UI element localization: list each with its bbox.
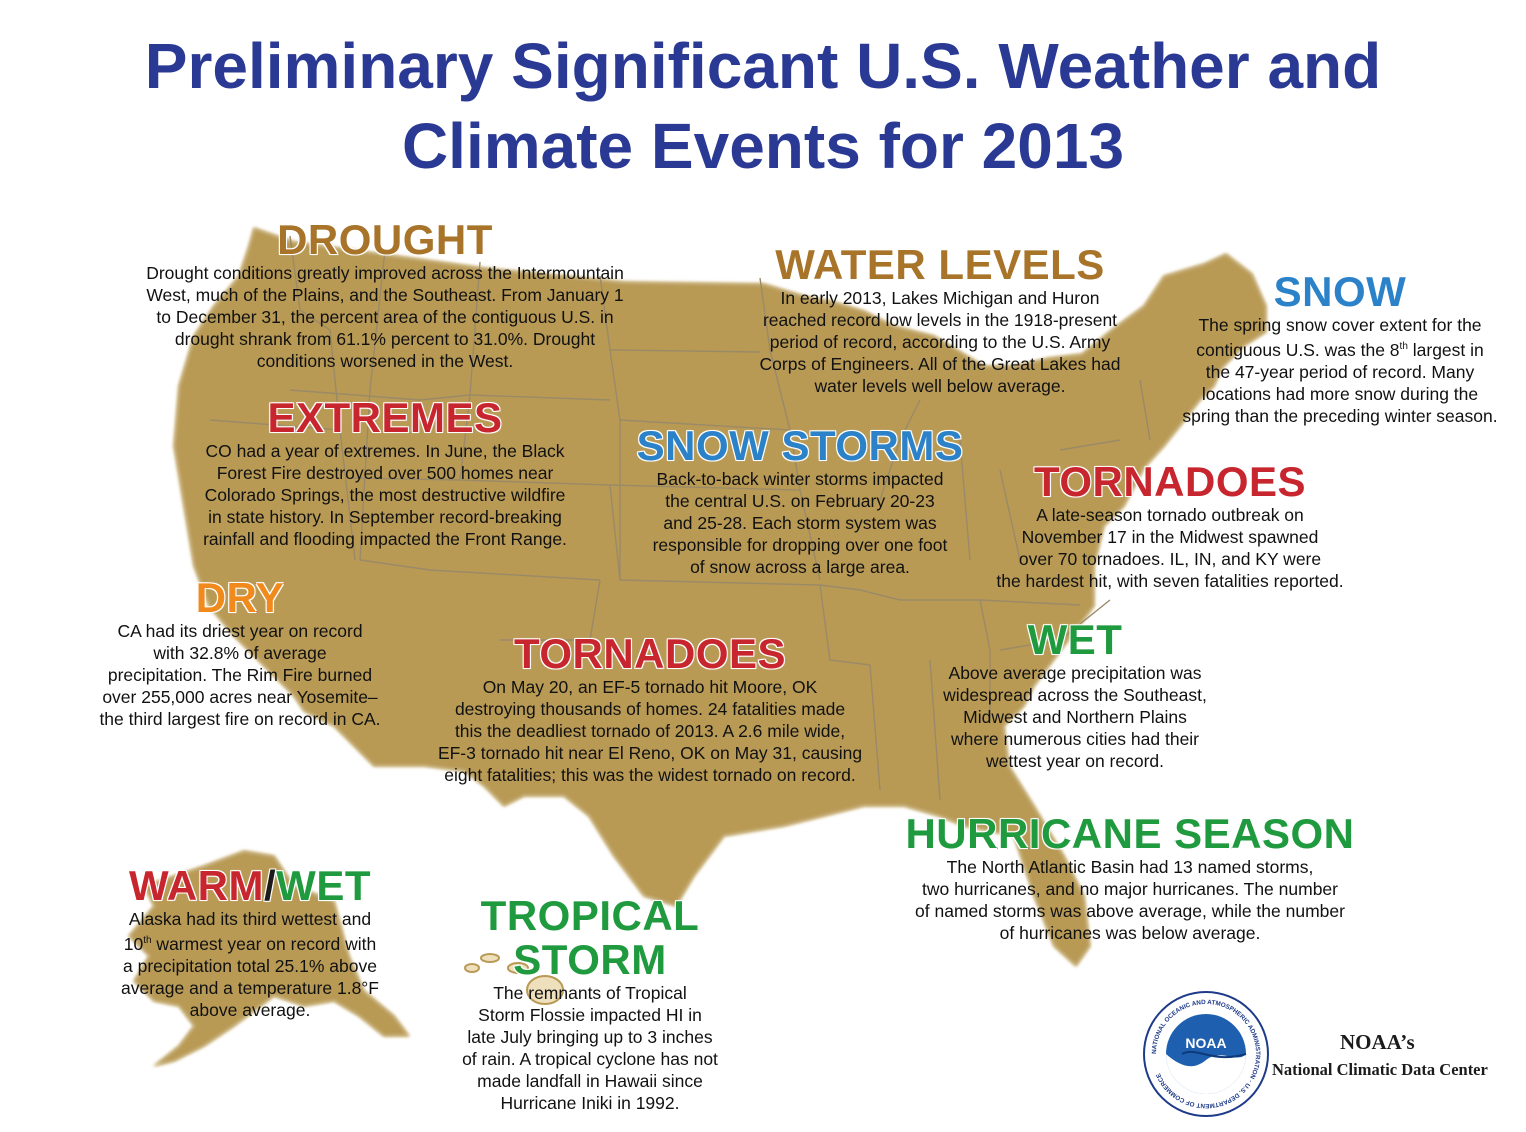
tropical-storm-panel: TROPICAL STORM The remnants of Tropical S… [420, 892, 760, 1114]
warm-wet-heading: WARM/WET [128, 862, 371, 909]
snow-panel: SNOW The spring snow cover extent for th… [1150, 268, 1526, 427]
tropical-storm-text: The remnants of Tropical Storm Flossie im… [462, 983, 718, 1113]
drought-heading: DROUGHT [276, 216, 493, 263]
extremes-heading: EXTREMES [267, 394, 503, 441]
water-levels-text: In early 2013, Lakes Michigan and Huron r… [759, 288, 1121, 396]
tornadoes-ok-heading: TORNADOES [513, 630, 787, 677]
state-lines [209, 235, 1151, 801]
warm-wet-text: Alaska had its third wettest and 10th wa… [121, 909, 379, 1020]
noaa-logo-text: NOAA [1185, 1035, 1226, 1051]
snow-heading: SNOW [1273, 268, 1407, 315]
drought-panel: DROUGHT Drought conditions greatly impro… [105, 216, 665, 372]
dry-heading: DRY [195, 574, 285, 621]
warm-wet-panel: WARM/WET Alaska had its third wettest an… [85, 862, 415, 1021]
alaska [125, 845, 405, 1060]
tornadoes-midwest-panel: TORNADOES A late-season tornado outbreak… [960, 458, 1380, 592]
snow-text: The spring snow cover extent for the con… [1182, 315, 1498, 426]
wet-text: Above average precipitation was widesprea… [943, 663, 1207, 771]
hurricane-season-text: The North Atlantic Basin had 13 named st… [915, 857, 1345, 943]
snow-storms-panel: SNOW STORMS Back-to-back winter storms i… [610, 422, 990, 578]
dry-panel: DRY CA had its driest year on record with… [70, 574, 410, 730]
contiguous-us [170, 222, 1262, 960]
extremes-panel: EXTREMES CO had a year of extremes. In J… [165, 394, 605, 550]
tropical-storm-heading: TROPICAL STORM [480, 892, 700, 983]
noaa-logo-icon: NATIONAL OCEANIC AND ATMOSPHERIC ADMINIS… [1143, 991, 1269, 1117]
wet-heading: WET [1027, 616, 1123, 663]
wet-panel: WET Above average precipitation was wides… [900, 616, 1250, 772]
hawaii [464, 953, 564, 1005]
dry-text: CA had its driest year on record with 32.… [99, 621, 381, 729]
tornadoes-ok-panel: TORNADOES On May 20, an EF-5 tornado hit… [400, 630, 900, 786]
snow-storms-text: Back-to-back winter storms impacted the c… [652, 469, 948, 577]
hurricane-season-panel: HURRICANE SEASON The North Atlantic Basi… [870, 810, 1390, 944]
water-levels-heading: WATER LEVELS [774, 241, 1105, 288]
drought-text: Drought conditions greatly improved acro… [146, 263, 624, 371]
credit-ncdc: National Climatic Data Center [1272, 1060, 1488, 1079]
credit-noaa: NOAA’s [1340, 1030, 1415, 1054]
page-title-line2: Climate Events for 2013 [401, 110, 1125, 182]
hurricane-season-heading: HURRICANE SEASON [905, 810, 1355, 857]
snow-storms-heading: SNOW STORMS [636, 422, 964, 469]
tornadoes-midwest-text: A late-season tornado outbreak on Novembe… [996, 505, 1344, 591]
tornadoes-midwest-heading: TORNADOES [1033, 458, 1307, 505]
water-levels-panel: WATER LEVELS In early 2013, Lakes Michig… [720, 241, 1160, 397]
extremes-text: CO had a year of extremes. In June, the … [203, 441, 567, 549]
tornadoes-ok-text: On May 20, an EF-5 tornado hit Moore, OK… [437, 677, 863, 785]
page-title-line1: Preliminary Significant U.S. Weather and [144, 30, 1382, 102]
